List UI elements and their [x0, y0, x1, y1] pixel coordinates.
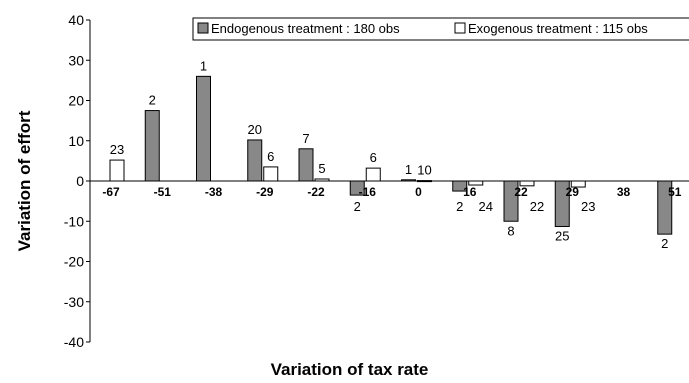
data-label: 24 [479, 199, 493, 214]
data-label: 23 [110, 142, 124, 157]
bar [144, 110, 160, 182]
bar [247, 139, 263, 182]
bar [298, 148, 314, 182]
data-label: 10 [417, 163, 431, 178]
data-label: 2 [149, 93, 156, 108]
data-label: 20 [248, 122, 262, 137]
data-label: 5 [318, 161, 325, 176]
legend-entry: Endogenous treatment : 180 obs [211, 21, 400, 36]
data-label: 6 [267, 149, 274, 164]
x-tick-label: -38 [205, 185, 223, 199]
y-axis-title: Variation of effort [15, 110, 34, 251]
legend: Endogenous treatment : 180 obs Exogenous … [192, 17, 689, 41]
x-tick-label: -67 [102, 185, 120, 199]
x-tick-label: 22 [514, 185, 528, 199]
y-tick-label: 40 [68, 12, 84, 28]
data-label: 8 [507, 223, 514, 238]
y-tick-label: 20 [68, 93, 84, 109]
data-label: 7 [302, 131, 309, 146]
bar [196, 75, 211, 182]
data-label: 22 [530, 199, 544, 214]
y-tick-label: -10 [64, 213, 84, 229]
data-label: 2 [354, 199, 361, 214]
x-tick-label: -16 [359, 185, 377, 199]
legend-swatch [454, 22, 466, 34]
x-tick-label: 51 [668, 185, 682, 199]
x-tick-label: -22 [307, 185, 325, 199]
y-tick-label: -40 [64, 334, 84, 350]
x-tick-label: 16 [463, 185, 477, 199]
x-axis-title: Variation of tax rate [271, 360, 429, 379]
bar [365, 167, 381, 182]
data-label: 1 [405, 162, 412, 177]
data-label: 2 [456, 199, 463, 214]
plot-area: -40 -30 -20 -10 0 10 20 30 40 -67 -51 -38 -29 -22 -16 0… [64, 12, 689, 350]
y-tick-label: 10 [68, 133, 84, 149]
data-label: 25 [555, 228, 569, 243]
x-tick-label: -51 [154, 185, 172, 199]
y-tick-label: 30 [68, 52, 84, 68]
y-tick-label: 0 [76, 173, 84, 189]
data-label: 23 [581, 199, 595, 214]
legend-box [192, 17, 689, 41]
x-tick-label: 38 [617, 185, 631, 199]
data-label: 1 [200, 58, 207, 73]
bar [109, 159, 125, 182]
data-label: 6 [370, 150, 377, 165]
x-tick-label: 0 [415, 185, 422, 199]
legend-entry: Exogenous treatment : 115 obs [468, 21, 648, 36]
x-tick-label: 29 [566, 185, 580, 199]
y-tick-label: -20 [64, 254, 84, 270]
data-label: 2 [661, 236, 668, 251]
x-tick-label: -29 [256, 185, 274, 199]
y-tick-label: -30 [64, 294, 84, 310]
bar [263, 166, 279, 182]
legend-swatch [197, 22, 209, 34]
